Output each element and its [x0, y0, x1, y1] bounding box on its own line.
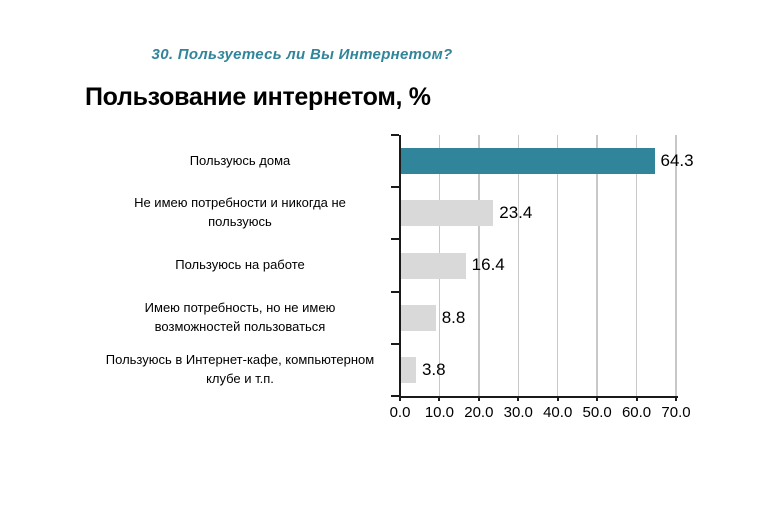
chart-bar	[401, 200, 494, 227]
gridline	[478, 135, 480, 396]
gridline	[596, 135, 598, 396]
x-axis-tick-label: 40.0	[543, 404, 573, 421]
chart-bar	[401, 304, 436, 331]
x-axis-tick	[517, 396, 520, 401]
x-axis-tick	[675, 396, 677, 401]
chart-bar	[401, 356, 416, 383]
x-axis-tick	[477, 396, 480, 401]
y-axis-tick	[391, 134, 399, 136]
category-label: Пользуюсь на работе	[175, 257, 305, 273]
x-axis-tick-label: 70.0	[661, 404, 691, 421]
y-axis-tick	[391, 395, 399, 397]
chart-bar	[401, 252, 466, 279]
x-axis-tick-label: 10.0	[424, 404, 455, 421]
x-axis-tick	[399, 396, 401, 401]
chart-bar	[401, 148, 655, 175]
x-axis-tick-label: 50.0	[582, 404, 612, 421]
bar-value-label: 3.8	[421, 359, 446, 379]
survey-question-header: 30. Пользуетесь ли Вы Интернетом?	[151, 46, 453, 63]
y-axis-tick	[391, 342, 399, 345]
bar-value-label: 23.4	[499, 203, 533, 223]
x-axis-tick	[635, 396, 638, 401]
bar-value-label: 8.8	[441, 307, 466, 327]
bar-value-label: 16.4	[471, 255, 505, 275]
gridline	[517, 135, 520, 396]
y-axis-tick	[391, 290, 399, 293]
gridline	[635, 135, 638, 396]
gridline	[556, 135, 559, 396]
chart-title: Пользование интернетом, %	[85, 83, 431, 111]
y-axis-tick	[391, 238, 399, 241]
category-label: Пользуюсь дома	[189, 152, 291, 168]
bar-value-label: 64.3	[660, 151, 694, 171]
category-label: Имею потребность, но не имею возможносте…	[144, 299, 336, 334]
category-label: Пользуюсь в Интернет-кафе, компьютерном …	[105, 352, 375, 386]
x-axis-tick	[438, 396, 441, 401]
axis-frame	[399, 135, 678, 398]
x-axis-tick	[596, 396, 599, 401]
x-axis-tick	[556, 396, 559, 401]
x-axis-tick-label: 20.0	[464, 404, 494, 421]
x-axis-tick-label: 0.0	[389, 404, 411, 421]
x-axis-tick-label: 30.0	[503, 404, 533, 421]
x-axis-tick-label: 60.0	[621, 404, 652, 421]
category-label: Не имею потребности и никогда не пользую…	[134, 195, 346, 230]
y-axis-tick	[391, 186, 399, 189]
gridline	[675, 135, 677, 396]
